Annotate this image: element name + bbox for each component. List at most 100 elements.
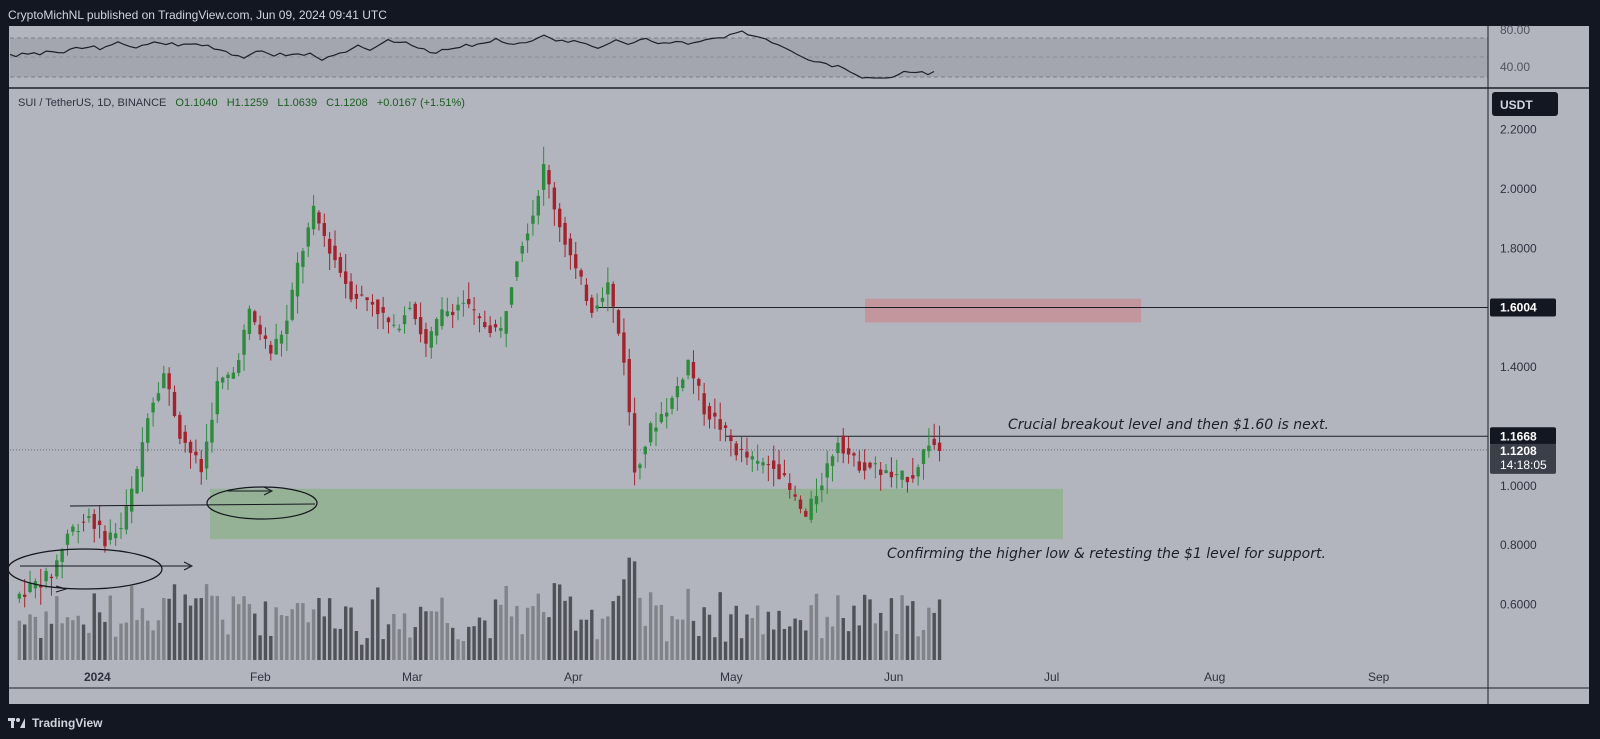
candle-body [788,483,792,490]
volume-bar [868,599,872,660]
candle-body [916,467,920,477]
candle-body [338,257,343,273]
volume-bar [788,626,792,660]
candle-body [772,460,776,469]
volume-bar [841,618,845,660]
currency-badge[interactable]: USDT [1492,92,1558,116]
volume-bar [836,595,840,660]
candle-body [541,164,546,190]
volume-bar [509,616,514,660]
volume-bar [360,644,364,660]
candle-body [130,488,134,512]
volume-bar [23,624,27,660]
support-zone[interactable] [210,488,1063,540]
drawn-ellipse-1 [7,548,163,590]
volume-bar [81,624,86,660]
candle-body [632,413,637,473]
candle-body [868,462,872,468]
volume-bar [665,641,669,660]
candle-body [194,451,198,456]
tradingview-brand: TradingView [32,716,103,730]
legend-high: H1.1259 [227,97,269,109]
volume-bar [857,625,861,660]
volume-bar [274,607,278,660]
volume-bar [231,596,236,660]
candle-body [584,284,589,301]
candle-body [285,320,289,334]
candle-body [253,311,257,323]
volume-bar [253,613,257,660]
candle-body [327,238,332,254]
candle-body [467,298,471,305]
candle-body [146,418,150,443]
candle-body [381,307,385,313]
candle-body [49,576,54,579]
volume-bar [879,612,883,660]
time-label-mar: Mar [402,670,423,684]
candle-body [707,406,712,420]
drawings [7,486,318,593]
volume-bar [146,620,150,660]
candle-body [124,505,129,530]
candle-body [397,328,401,331]
candle-body [81,521,86,523]
candle-body [734,443,738,456]
volume-bar [162,597,166,660]
rsi-line [9,30,935,79]
volume-bar [541,612,546,660]
candle-body [172,391,177,417]
volume-bar [745,614,749,660]
candle-body [322,223,326,236]
volume-bar [670,616,674,660]
rsi-tick-40: 40.00 [1500,60,1530,74]
candle-body [611,283,615,307]
volume-bar [167,598,171,660]
price-tick: 1.0000 [1500,479,1537,493]
volume-bar [183,594,187,660]
volume-bar [258,635,262,660]
target-zone[interactable] [865,298,1141,323]
candle-body [119,528,123,530]
price-tick: 0.6000 [1500,598,1537,612]
volume-bar [370,599,375,660]
volume-bar [306,622,310,660]
volume-bar [814,593,819,660]
candle-body [424,329,428,344]
tradingview-footer[interactable]: TradingView [8,716,102,730]
volume-bar [804,630,808,660]
candle-body [344,271,348,284]
volume-bar [568,596,573,660]
candle-body [552,187,557,210]
time-label-sep: Sep [1368,670,1390,684]
candle-body [135,469,139,494]
volume-bar [611,601,615,660]
candle-body [360,294,364,296]
volume-bar [226,634,230,660]
candle-body [777,464,781,480]
candle-body [461,302,466,304]
price-axis[interactable]: 0.6000 0.8000 1.0000 1.4000 1.8000 2.0000 2.20… [1500,123,1537,612]
volume-bar [750,618,754,660]
volume-bar [772,629,776,660]
volume-bar [905,605,910,660]
volume-bar [49,623,54,660]
candle-body [504,311,508,334]
price-tick: 2.0000 [1500,182,1537,196]
candle-body [226,374,230,378]
candle-body [536,195,540,216]
time-label-aug: Aug [1204,670,1225,684]
volume-bar [338,628,343,660]
time-label-apr: Apr [564,670,583,684]
candle-body [862,462,867,471]
volume-bars [17,557,942,660]
candle-body [638,464,642,469]
candle-body [156,393,161,401]
volume-bar [825,616,829,660]
volume-bar [220,619,225,660]
candle-body [606,282,610,295]
volume-bar [659,604,664,660]
volume-bar [531,606,535,660]
time-axis[interactable]: 2024 Feb Mar Apr May Jun Jul Aug Sep [84,670,1390,684]
volume-bar [900,595,904,660]
